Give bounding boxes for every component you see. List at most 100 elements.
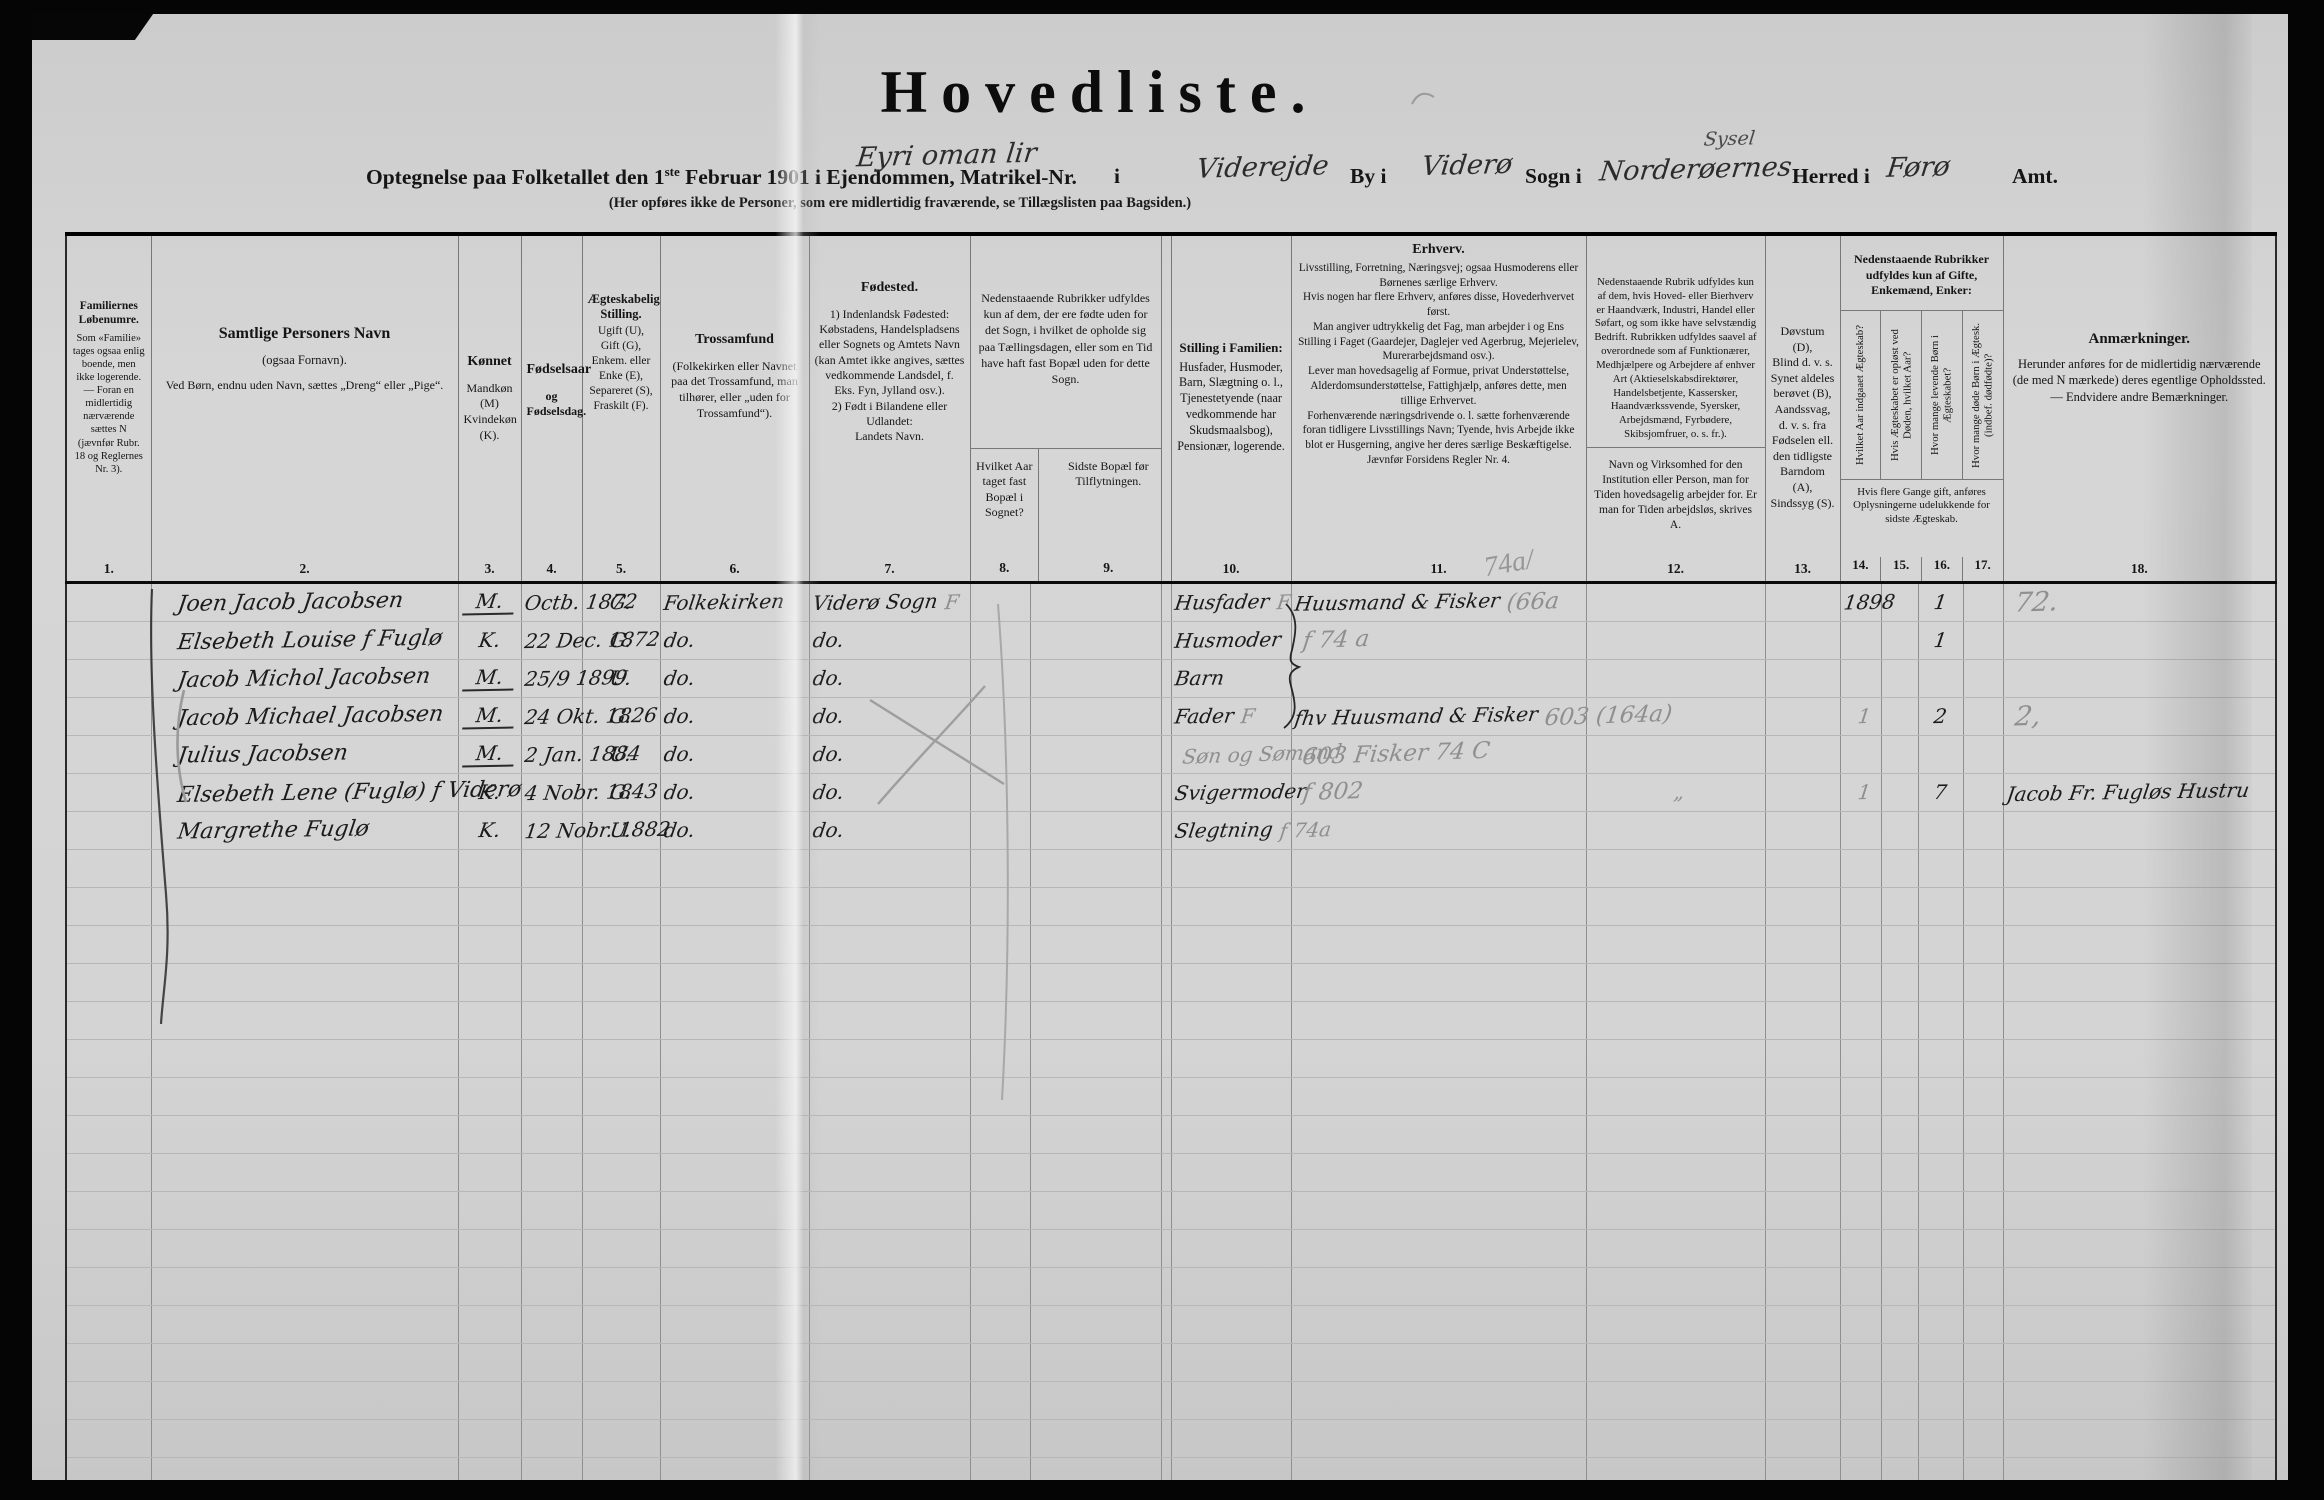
col-number: 4. (546, 560, 557, 576)
col-header-marriage-group: Nedenstaaende Rubrikker udfyldes kun af … (1839, 234, 2004, 584)
page-seam-cell (1160, 925, 1172, 964)
cell-c1 (66, 887, 151, 926)
cell-c13 (1764, 811, 1841, 850)
col-body: Døvstum (D), Blind d. v. s. Synet aldele… (1770, 324, 1835, 510)
cell-c9 (1029, 621, 1162, 660)
col-body: Som «Familie» tages ogsaa enlig boende, … (72, 332, 145, 475)
subtitle-printed-1: Optegnelse paa Folketallet den 1ste Febr… (366, 164, 1077, 190)
table-row (66, 925, 2277, 964)
cell-tros (659, 1305, 809, 1344)
cell-marital (581, 1381, 660, 1420)
cell-birthplace (808, 1343, 970, 1382)
cell-c9 (1029, 697, 1162, 736)
cell-family (1170, 1305, 1292, 1344)
cell-birthplace (808, 1381, 970, 1420)
subtitle-text: Februar 1901 i Ejendommen, Matrikel-Nr. (679, 165, 1077, 190)
cell-family: Husmoder (1170, 621, 1292, 660)
cell-c17 (1962, 659, 2004, 698)
cell-c17 (1962, 1153, 2004, 1192)
cell-occupation (1290, 1229, 1587, 1268)
cell-c17 (1962, 1229, 2004, 1268)
cell-c15 (1880, 1267, 1919, 1306)
cell-name: Julius Jacobsen (150, 735, 458, 774)
cell-c12 (1585, 582, 1766, 622)
cell-c8 (969, 1343, 1030, 1382)
col-header-birthdate: Fødselsaar og Fødselsdag. 4. (520, 234, 591, 584)
cell-tros (659, 1267, 809, 1306)
cell-marital (581, 1305, 660, 1344)
cell-c13 (1764, 1457, 1841, 1480)
col-title: Hvor mange levende Børn i Ægteskabet? (1929, 335, 1954, 455)
cell-c16 (1917, 735, 1964, 774)
cell-c9 (1029, 1229, 1162, 1268)
cell-c1 (66, 1457, 151, 1480)
cell-c16 (1917, 1115, 1964, 1154)
cell-birthplace (808, 963, 970, 1002)
col-number: 7. (884, 560, 895, 576)
cell-c15 (1880, 773, 1919, 812)
cell-c1 (66, 582, 151, 622)
cell-c14: 1 (1839, 773, 1882, 812)
cell-c14 (1839, 621, 1882, 660)
cell-remarks (2002, 659, 2277, 698)
cell-birth (520, 1457, 582, 1480)
cell-c17 (1962, 1381, 2004, 1420)
cell-sex (457, 1039, 521, 1078)
col-number: 5. (615, 560, 627, 576)
page-seam-cell (1160, 659, 1172, 698)
subtitle-sup: ste (664, 164, 680, 179)
cell-c9 (1029, 735, 1162, 774)
cell-remarks (2002, 735, 2277, 774)
cell-c1 (66, 1229, 151, 1268)
cell-remarks (2002, 1229, 2277, 1268)
handwritten-pencil: f 802 (1300, 777, 1365, 807)
cell-c12 (1585, 1267, 1766, 1306)
cell-tros (659, 1039, 809, 1078)
cell-family (1170, 1191, 1292, 1230)
col-title: Ægteskabelig Stilling. (587, 292, 660, 321)
handwritten-ink: Joen Jacob Jacobsen (175, 588, 405, 617)
cell-c17 (1962, 697, 2004, 736)
cell-family: Slegtning f 74a (1170, 811, 1333, 850)
cell-c16 (1917, 925, 1964, 964)
cell-c16 (1917, 1381, 1964, 1420)
cell-birth (520, 1039, 582, 1078)
cell-marital (581, 1001, 660, 1040)
cell-c12 (1585, 1191, 1766, 1230)
cell-occupation (1290, 1343, 1587, 1382)
col-title: Anmærkninger. (2088, 331, 2191, 347)
col-header-family-position: Stilling i Familien: Husfader, Husmoder,… (1170, 234, 1292, 584)
cell-sex (457, 849, 521, 888)
cell-c16 (1917, 1191, 1964, 1230)
cell-c13 (1764, 1305, 1841, 1344)
handwritten-ink: do. (810, 779, 846, 804)
cell-sex (457, 1115, 521, 1154)
cell-tros (659, 887, 809, 926)
cell-birth (520, 887, 582, 926)
cell-c16 (1917, 963, 1964, 1002)
cell-occupation (1290, 1457, 1587, 1480)
cell-c8 (969, 1077, 1030, 1116)
cell-c15 (1880, 1381, 1919, 1420)
cell-c13 (1764, 621, 1841, 660)
cell-remarks (2002, 849, 2277, 888)
handwritten-pencil: F (1239, 703, 1257, 728)
cell-birthplace: do. (808, 735, 970, 774)
cell-tros: do. (659, 697, 809, 736)
handwritten-ink: G. (608, 627, 634, 652)
page-seam-cell (1160, 1267, 1172, 1306)
cell-c8 (969, 1267, 1030, 1306)
cell-name: Margrethe Fuglø (150, 811, 458, 850)
table-row: Jacob Michael Jacobsen M. 24 Okt. 1826 G. do… (66, 697, 2277, 736)
cell-marital (581, 1343, 660, 1382)
handwritten-pencil: 2, (2012, 700, 2043, 732)
handwritten-ink: do. (661, 779, 697, 804)
table-row: Elsebeth Louise f Fuglø K. 22 Dec. 1872 G. d… (66, 621, 2277, 660)
cell-c8 (969, 773, 1030, 812)
table-row (66, 1077, 2277, 1116)
cell-c1 (66, 773, 151, 812)
cell-c17 (1962, 1267, 2004, 1306)
col-header-occupation: Erhverv. Livsstilling, Forretning, Nærin… (1290, 234, 1587, 584)
handwritten-ink: K. (477, 627, 502, 652)
cell-remarks (2002, 1267, 2277, 1306)
